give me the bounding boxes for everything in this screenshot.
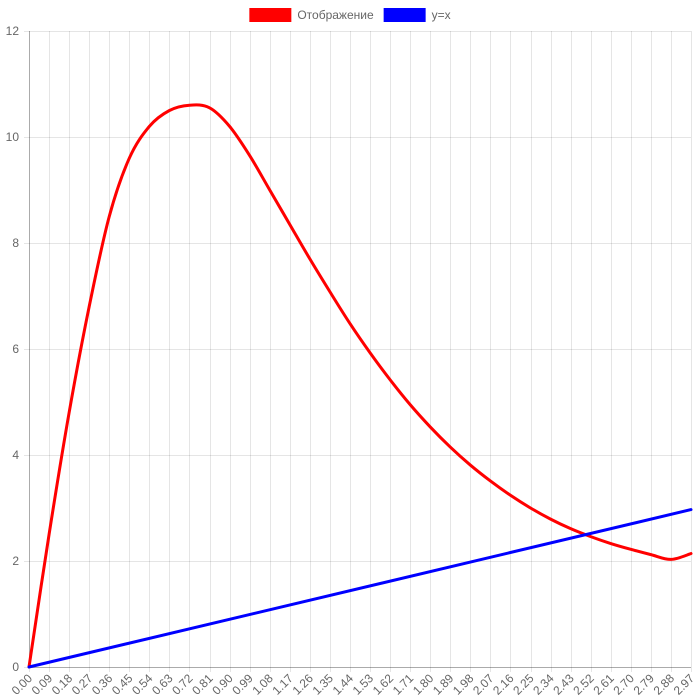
y-tick-label: 8	[12, 236, 19, 250]
y-tick-label: 4	[12, 448, 19, 462]
grid	[24, 31, 692, 672]
axes	[29, 31, 691, 668]
y-tick-label: 12	[6, 24, 20, 38]
series-lines	[27, 103, 693, 669]
y-tick-label: 0	[12, 660, 19, 674]
legend-item: y=x	[383, 8, 451, 22]
legend-item: Отображение	[249, 8, 374, 22]
series-line-0	[27, 103, 693, 669]
legend-label: y=x	[432, 8, 451, 22]
legend-swatch	[249, 8, 292, 22]
x-tick-label: 2.97	[671, 671, 698, 698]
y-tick-label: 10	[6, 130, 20, 144]
legend-label: Отображение	[297, 8, 374, 22]
y-tick-label: 2	[12, 554, 19, 568]
legend-swatch	[383, 8, 426, 22]
series-line-1	[27, 508, 693, 669]
y-tick-label: 6	[12, 342, 19, 356]
legend: Отображение y=x	[249, 8, 451, 22]
